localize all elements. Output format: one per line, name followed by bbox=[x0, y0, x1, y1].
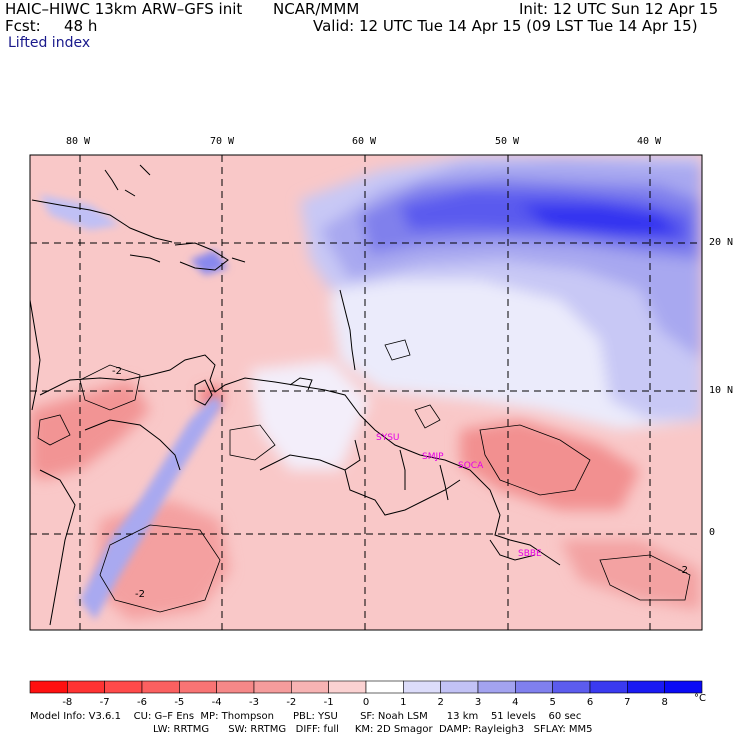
forecast-hour: 48 h bbox=[64, 17, 98, 35]
colorbar-swatch bbox=[440, 680, 479, 694]
model-title: HAIC–HIWC 13km ARW–GFS init bbox=[5, 0, 243, 18]
station-sbbe: SBBE bbox=[518, 549, 542, 559]
colorbar-tick-label: 4 bbox=[512, 697, 518, 708]
map-frame bbox=[29, 154, 703, 631]
colorbar-swatch bbox=[477, 680, 516, 694]
colorbar-tick-label: -5 bbox=[174, 697, 184, 708]
colorbar-swatch bbox=[552, 680, 591, 694]
colorbar-swatch bbox=[104, 680, 143, 694]
contour-label: -2 bbox=[112, 366, 122, 377]
lon-label-80w: 80 W bbox=[66, 136, 91, 147]
colorbar-tick-label: 1 bbox=[400, 697, 406, 708]
lat-label-20n: 20 N bbox=[709, 237, 734, 248]
colorbar-swatch bbox=[67, 680, 105, 694]
station-soca: SOCA bbox=[458, 461, 484, 471]
colorbar-swatch bbox=[403, 680, 441, 694]
colorbar-swatch bbox=[515, 680, 553, 694]
colorbar-swatch bbox=[29, 680, 68, 694]
colorbar-tick-label: -7 bbox=[100, 697, 110, 708]
lat-label-0: 0 bbox=[709, 527, 716, 538]
field-name: Lifted index bbox=[8, 35, 91, 51]
colorbar-tick-label: 2 bbox=[437, 697, 443, 708]
colorbar-tick-label: -8 bbox=[62, 697, 72, 708]
colorbar-tick-label: -2 bbox=[286, 697, 296, 708]
coastlines bbox=[30, 164, 561, 626]
colorbar-swatch bbox=[589, 680, 628, 694]
colorbar-swatch bbox=[179, 680, 217, 694]
colorbar-swatch bbox=[328, 680, 367, 694]
colorbar-tick-label: 6 bbox=[587, 697, 593, 708]
colorbar-tick-label: -1 bbox=[324, 697, 334, 708]
station-sysu: SYSU bbox=[376, 433, 400, 443]
forecast-label: Fcst: bbox=[5, 17, 41, 35]
lon-label-60w: 60 W bbox=[352, 136, 377, 147]
valid-time: Valid: 12 UTC Tue 14 Apr 15 (09 LST Tue … bbox=[313, 17, 698, 35]
init-time: Init: 12 UTC Sun 12 Apr 15 bbox=[519, 0, 719, 18]
lon-label-40w: 40 W bbox=[637, 136, 662, 147]
colorbar-swatch bbox=[253, 680, 292, 694]
model-info-line1: Model Info: V3.6.1 CU: G–F Ens MP: Thomp… bbox=[30, 711, 582, 722]
contour-label: -2 bbox=[678, 565, 688, 576]
colorbar-tick-label: 0 bbox=[363, 697, 369, 708]
org-label: NCAR/MMM bbox=[273, 0, 360, 18]
contour-lines bbox=[37, 339, 691, 613]
colorbar-swatch bbox=[365, 680, 404, 694]
colorbar-swatch bbox=[216, 680, 255, 694]
colorbar-swatch bbox=[627, 680, 665, 694]
colorbar-tick-label: 5 bbox=[549, 697, 555, 708]
graticule bbox=[30, 155, 702, 630]
model-info-line2: LW: RRTMG SW: RRTMG DIFF: full KM: 2D Sm… bbox=[153, 724, 593, 735]
colorbar-tick-label: -4 bbox=[212, 697, 222, 708]
colorbar-unit: °C bbox=[694, 693, 706, 704]
colorbar-swatch bbox=[664, 680, 703, 694]
colorbar-tick-label: 3 bbox=[475, 697, 481, 708]
colorbar-tick-label: 7 bbox=[624, 697, 630, 708]
lon-label-50w: 50 W bbox=[495, 136, 520, 147]
colorbar-swatch bbox=[291, 680, 329, 694]
contour-label: -2 bbox=[135, 589, 145, 600]
colorbar-tick-label: -3 bbox=[249, 697, 259, 708]
station-smjp: SMJP bbox=[422, 452, 444, 462]
colorbar-swatch bbox=[141, 680, 180, 694]
lat-label-10n: 10 N bbox=[709, 385, 734, 396]
lon-label-70w: 70 W bbox=[210, 136, 235, 147]
colorbar-tick-label: -6 bbox=[137, 697, 147, 708]
colorbar-tick-label: 8 bbox=[661, 697, 667, 708]
